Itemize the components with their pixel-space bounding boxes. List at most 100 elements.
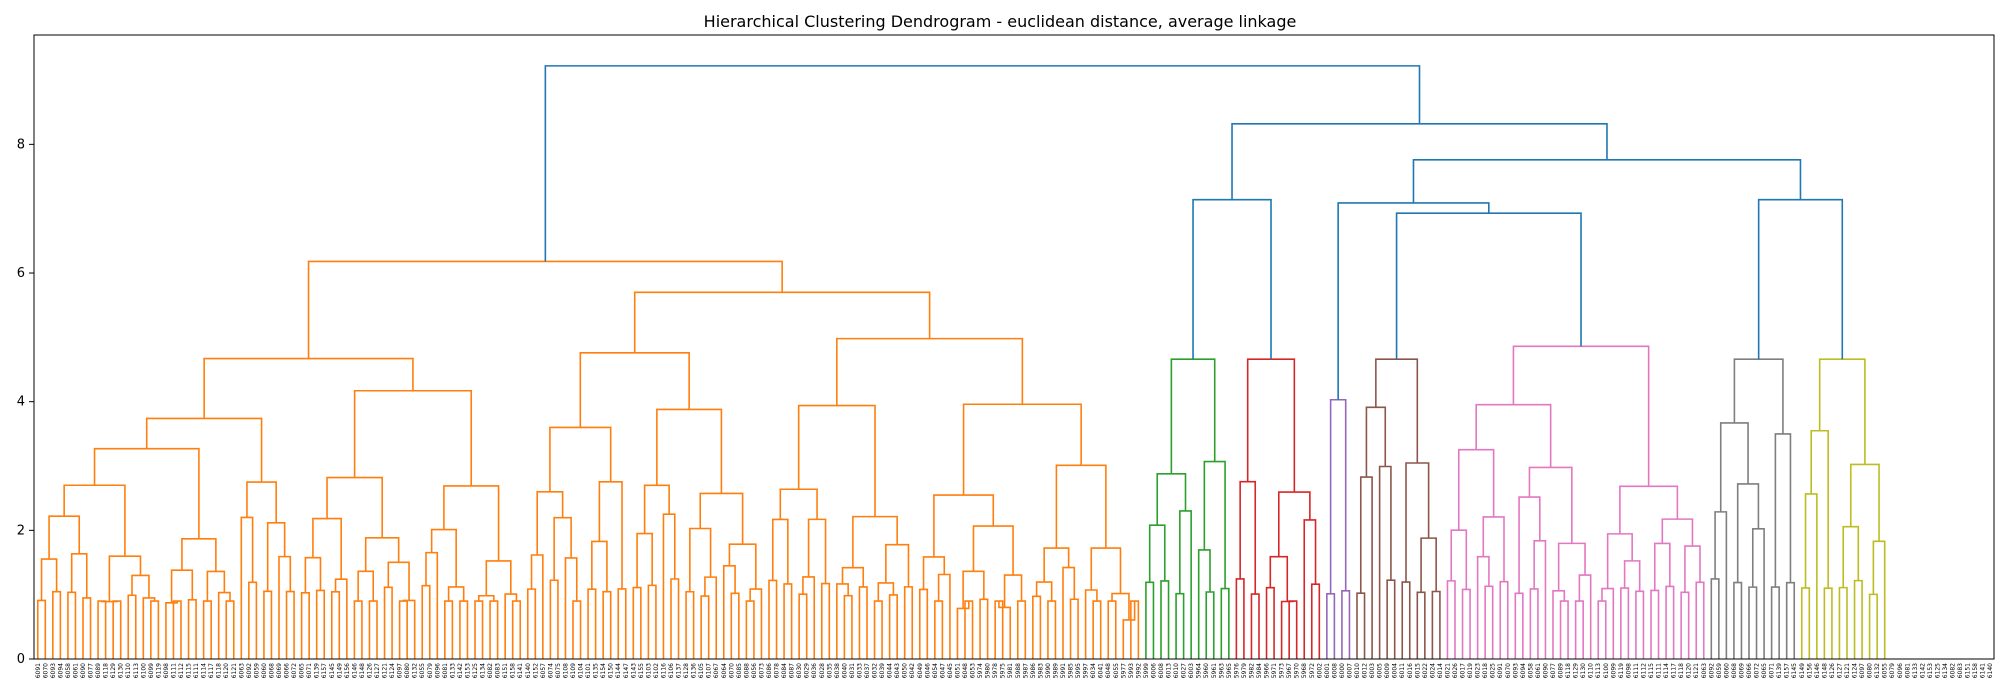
dendrogram-link xyxy=(1620,587,1630,659)
dendrogram-link xyxy=(1684,545,1701,593)
leaf-label: 6101 xyxy=(585,663,592,678)
leaf-label: 5999 xyxy=(1143,663,1150,678)
dendrogram-link xyxy=(994,600,1004,659)
dendrogram-link xyxy=(1665,585,1675,659)
leaf-label: 6049 xyxy=(917,663,924,678)
leaf-label: 6145 xyxy=(1791,663,1798,678)
dendrogram-link xyxy=(1751,527,1765,659)
dendrogram-link xyxy=(549,579,559,659)
leaf-label: 6056 xyxy=(751,663,758,678)
leaf-label: 6053 xyxy=(970,663,977,678)
dendrogram-link xyxy=(1736,483,1760,583)
leaf-label: 6132 xyxy=(412,663,419,678)
dendrogram-link xyxy=(1714,511,1728,659)
leaf-label: 6045 xyxy=(947,663,954,678)
leaf-label: 6070 xyxy=(728,663,735,678)
dendrogram-link xyxy=(1695,581,1705,659)
leaf-label: 6033 xyxy=(856,663,863,678)
dendrogram-link xyxy=(1770,586,1780,659)
dendrogram-link xyxy=(181,538,217,572)
leaf-label: 6136 xyxy=(691,663,698,678)
leaf-label: 6117 xyxy=(1671,663,1678,678)
leaf-label: 6057 xyxy=(540,663,547,678)
leaf-label: 6139 xyxy=(1776,663,1783,678)
dendrogram-link xyxy=(1277,491,1311,557)
dendrogram-link xyxy=(1179,510,1192,659)
dendrogram-link xyxy=(48,515,81,560)
leaf-label: 6125 xyxy=(1934,663,1941,678)
leaf-label: 6063 xyxy=(238,663,245,678)
dendrogram-link xyxy=(1326,593,1336,659)
leaf-label: 6125 xyxy=(472,663,479,678)
leaf-label: 6085 xyxy=(736,663,743,678)
leaf-label: 5963 xyxy=(1218,663,1225,678)
leaf-label: 6135 xyxy=(593,663,600,678)
leaf-label: 6110 xyxy=(125,663,132,678)
leaf-label: 6089 xyxy=(95,663,102,678)
dendrogram-link xyxy=(447,586,465,602)
dendrogram-link xyxy=(443,485,500,561)
leaf-label: 6025 xyxy=(1490,663,1497,678)
dendrogram-link xyxy=(52,590,62,659)
leaf-label: 6142 xyxy=(457,663,464,678)
dendrogram-link xyxy=(1341,589,1351,659)
dendrogram-link xyxy=(112,600,122,659)
dendrogram-link xyxy=(1597,600,1607,659)
dendrogram-link xyxy=(430,528,457,587)
dendrogram-link xyxy=(636,532,653,588)
leaf-label: 5987 xyxy=(1022,663,1029,678)
dendrogram-link xyxy=(972,525,1014,576)
leaf-label: 6068 xyxy=(1731,663,1738,678)
dendrogram-link xyxy=(1239,480,1257,595)
dendrogram-link xyxy=(67,591,77,659)
leaf-label: 6150 xyxy=(608,663,615,678)
dendrogram-link xyxy=(768,579,778,659)
leaf-label: 6071 xyxy=(306,663,313,678)
dendrogram-link xyxy=(172,600,182,659)
leaf-label: 6156 xyxy=(1806,663,1813,678)
dendrogram-link xyxy=(326,476,383,538)
leaf-label: 6139 xyxy=(314,663,321,678)
leaf-label: 6113 xyxy=(1595,663,1602,678)
leaf-label: 6093 xyxy=(1512,663,1519,678)
dendrogram-link xyxy=(63,484,126,557)
leaf-label: 6158 xyxy=(1972,663,1979,678)
leaf-label: 6068 xyxy=(268,663,275,678)
dendrogram-link xyxy=(425,551,439,659)
dendrogram-link xyxy=(730,592,740,659)
dendrogram-link xyxy=(202,600,212,659)
leaf-label: 5964 xyxy=(1196,663,1203,678)
leaf-label: 5997 xyxy=(1083,663,1090,678)
dendrogram-link xyxy=(1461,588,1471,659)
dendrogram-link xyxy=(1484,585,1494,659)
leaf-label: 6157 xyxy=(321,663,328,678)
leaf-label: 6155 xyxy=(638,663,645,678)
dendrogram-link xyxy=(1265,586,1275,659)
dendrogram-link xyxy=(632,586,642,659)
leaf-label: 6099 xyxy=(148,663,155,678)
leaf-label: 5966 xyxy=(1264,663,1271,678)
dendrogram-link xyxy=(1092,600,1102,659)
dendrogram-link xyxy=(1130,600,1140,659)
dendrogram-link xyxy=(602,590,612,659)
leaf-label: 6016 xyxy=(1407,663,1414,678)
dendrogram-link xyxy=(922,556,946,590)
dendrogram-link xyxy=(240,516,254,659)
dendrogram-link xyxy=(1842,525,1860,588)
leaf-label: 6103 xyxy=(645,663,652,678)
dendrogram-link xyxy=(511,600,522,659)
dendrogram-link xyxy=(647,584,657,659)
leaf-label: 6011 xyxy=(1399,663,1406,678)
dendrogram-link xyxy=(248,581,258,659)
dendrogram-link xyxy=(330,590,341,659)
leaf-label: 6146 xyxy=(351,663,358,678)
leaf-label: 6030 xyxy=(796,663,803,678)
dendrogram-link xyxy=(998,601,1012,659)
leaf-label: 6050 xyxy=(902,663,909,678)
dendrogram-link xyxy=(962,403,1082,496)
dendrogram-link xyxy=(1231,122,1608,200)
leaf-label: 6065 xyxy=(1761,663,1768,678)
leaf-label: 6046 xyxy=(924,663,931,678)
leaf-label: 6132 xyxy=(1874,663,1881,678)
dendrogram-link xyxy=(398,600,408,659)
